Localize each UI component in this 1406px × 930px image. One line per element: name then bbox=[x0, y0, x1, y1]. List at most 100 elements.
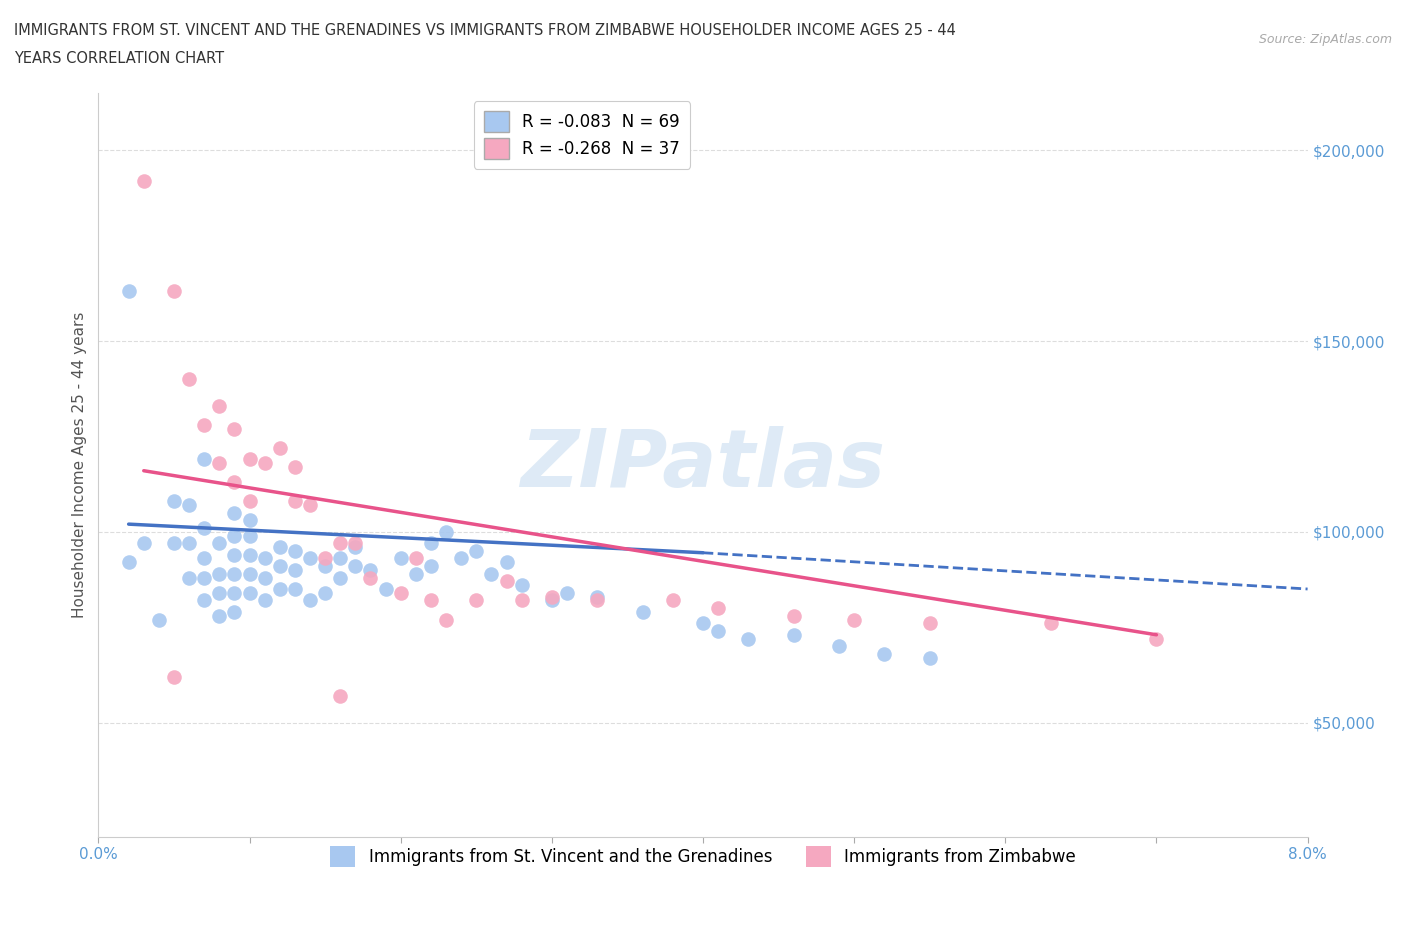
Point bbox=[465, 543, 488, 558]
Point bbox=[132, 536, 155, 551]
Point bbox=[329, 551, 352, 566]
Point bbox=[481, 566, 503, 581]
Point bbox=[193, 521, 215, 536]
Point bbox=[434, 525, 457, 539]
Point bbox=[450, 551, 472, 566]
Point bbox=[783, 628, 806, 643]
Point bbox=[208, 398, 231, 413]
Point bbox=[692, 616, 714, 631]
Point bbox=[208, 456, 231, 471]
Point bbox=[344, 559, 367, 574]
Point bbox=[314, 551, 336, 566]
Point bbox=[224, 585, 246, 600]
Point bbox=[224, 505, 246, 520]
Point bbox=[510, 578, 533, 592]
Point bbox=[586, 593, 609, 608]
Point bbox=[239, 585, 262, 600]
Point bbox=[918, 616, 941, 631]
Point bbox=[329, 688, 352, 703]
Point bbox=[239, 512, 262, 527]
Point bbox=[329, 536, 352, 551]
Point bbox=[314, 585, 336, 600]
Point bbox=[193, 452, 215, 467]
Point bbox=[239, 547, 262, 562]
Point bbox=[193, 418, 215, 432]
Point bbox=[405, 551, 427, 566]
Point bbox=[299, 551, 322, 566]
Point bbox=[118, 284, 141, 299]
Point bbox=[661, 593, 683, 608]
Point bbox=[239, 528, 262, 543]
Point bbox=[179, 372, 201, 387]
Point bbox=[269, 539, 291, 554]
Point bbox=[495, 574, 517, 589]
Point bbox=[434, 612, 457, 627]
Point bbox=[555, 585, 578, 600]
Point bbox=[224, 547, 246, 562]
Point bbox=[253, 551, 276, 566]
Point bbox=[389, 551, 412, 566]
Point bbox=[1146, 631, 1168, 646]
Point bbox=[374, 581, 396, 596]
Point bbox=[420, 559, 443, 574]
Point bbox=[253, 593, 276, 608]
Point bbox=[132, 173, 155, 188]
Point bbox=[269, 559, 291, 574]
Point bbox=[465, 593, 488, 608]
Point bbox=[163, 284, 186, 299]
Point bbox=[540, 590, 562, 604]
Point bbox=[224, 528, 246, 543]
Point bbox=[193, 551, 215, 566]
Point bbox=[495, 555, 517, 570]
Point bbox=[299, 593, 322, 608]
Point bbox=[224, 566, 246, 581]
Point bbox=[239, 494, 262, 509]
Point bbox=[707, 601, 730, 616]
Point bbox=[179, 570, 201, 585]
Point bbox=[269, 441, 291, 456]
Point bbox=[737, 631, 759, 646]
Text: YEARS CORRELATION CHART: YEARS CORRELATION CHART bbox=[14, 51, 224, 66]
Point bbox=[1039, 616, 1062, 631]
Point bbox=[284, 581, 307, 596]
Point bbox=[208, 536, 231, 551]
Point bbox=[389, 585, 412, 600]
Point bbox=[586, 590, 609, 604]
Point bbox=[224, 421, 246, 436]
Point bbox=[148, 612, 170, 627]
Point bbox=[193, 570, 215, 585]
Point bbox=[118, 555, 141, 570]
Text: Source: ZipAtlas.com: Source: ZipAtlas.com bbox=[1258, 33, 1392, 46]
Point bbox=[163, 670, 186, 684]
Point bbox=[253, 570, 276, 585]
Point bbox=[284, 563, 307, 578]
Point bbox=[360, 570, 382, 585]
Point bbox=[179, 498, 201, 512]
Point bbox=[344, 536, 367, 551]
Point bbox=[329, 570, 352, 585]
Point bbox=[299, 498, 322, 512]
Point bbox=[239, 566, 262, 581]
Point bbox=[707, 623, 730, 638]
Point bbox=[163, 494, 186, 509]
Point bbox=[284, 459, 307, 474]
Point bbox=[208, 585, 231, 600]
Point bbox=[420, 536, 443, 551]
Text: ZIPatlas: ZIPatlas bbox=[520, 426, 886, 504]
Point bbox=[360, 563, 382, 578]
Point bbox=[224, 604, 246, 619]
Point bbox=[224, 474, 246, 489]
Point bbox=[284, 543, 307, 558]
Point bbox=[405, 566, 427, 581]
Point bbox=[314, 559, 336, 574]
Point bbox=[253, 456, 276, 471]
Point bbox=[918, 650, 941, 665]
Point bbox=[208, 608, 231, 623]
Legend: Immigrants from St. Vincent and the Grenadines, Immigrants from Zimbabwe: Immigrants from St. Vincent and the Gren… bbox=[323, 840, 1083, 873]
Y-axis label: Householder Income Ages 25 - 44 years: Householder Income Ages 25 - 44 years bbox=[72, 312, 87, 618]
Point bbox=[420, 593, 443, 608]
Text: IMMIGRANTS FROM ST. VINCENT AND THE GRENADINES VS IMMIGRANTS FROM ZIMBABWE HOUSE: IMMIGRANTS FROM ST. VINCENT AND THE GREN… bbox=[14, 23, 956, 38]
Point bbox=[828, 639, 851, 654]
Point bbox=[239, 452, 262, 467]
Point bbox=[163, 536, 186, 551]
